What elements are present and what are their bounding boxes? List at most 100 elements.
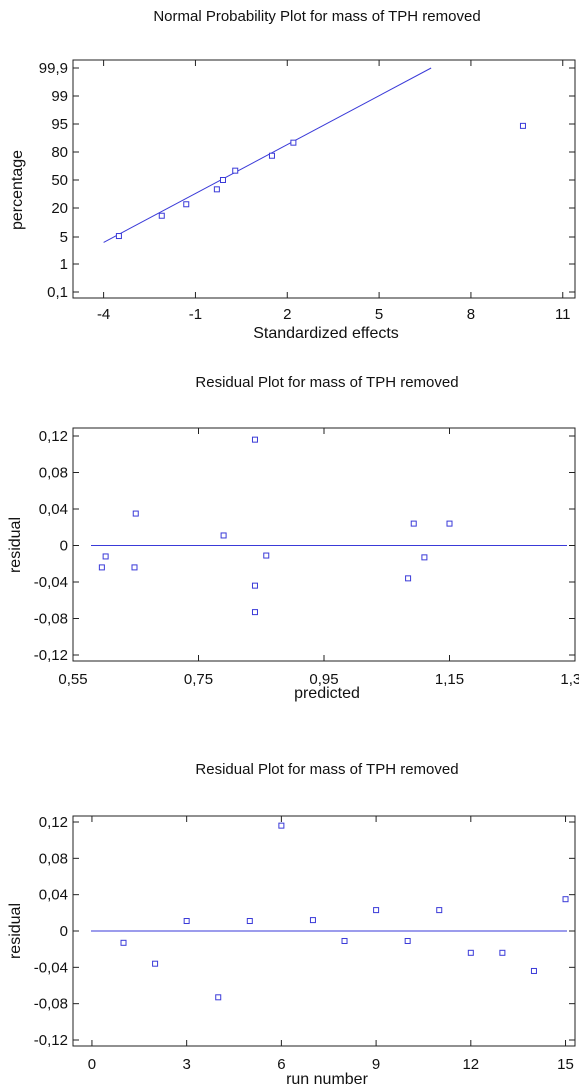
data-point xyxy=(436,907,443,914)
data-point xyxy=(213,186,220,193)
y-axis: 0,12 0,08 0,04 0 -0,04 -0,08 -0,12 xyxy=(34,814,575,1049)
data-point xyxy=(519,122,526,129)
x-tick-label: 0,95 xyxy=(309,671,338,688)
y-tick-label: 50 xyxy=(51,172,68,189)
data-point xyxy=(290,139,297,146)
data-point xyxy=(158,212,165,219)
data-point xyxy=(421,554,428,561)
x-tick-label: 9 xyxy=(372,1056,380,1073)
y-tick-label: 1 xyxy=(60,256,68,273)
data-point xyxy=(499,949,506,956)
y-axis: 0,12 0,08 0,04 0 -0,04 -0,08 -0,12 xyxy=(34,428,575,664)
y-tick-label: 0 xyxy=(60,923,68,940)
y-tick-label: 0,04 xyxy=(39,501,68,518)
chart-title: Normal Probability Plot for mass of TPH … xyxy=(153,8,480,25)
y-tick-label: 0,08 xyxy=(39,465,68,482)
x-tick-label: 5 xyxy=(375,306,383,323)
x-tick-label: 11 xyxy=(555,306,571,323)
y-tick-label: 99,9 xyxy=(39,60,68,77)
y-axis-label: residual xyxy=(7,517,24,573)
y-tick-label: -0,04 xyxy=(34,959,68,976)
y-tick-label: -0,08 xyxy=(34,996,68,1013)
x-axis-label: predicted xyxy=(294,685,360,702)
data-point xyxy=(341,937,348,944)
x-axis: -4 -1 2 5 8 11 xyxy=(97,60,571,323)
y-tick-label: 99 xyxy=(51,88,68,105)
x-tick-label: 0 xyxy=(88,1056,96,1073)
residual-vs-predicted-chart: Residual Plot for mass of TPH removed 0,… xyxy=(7,374,579,702)
x-tick-label: 0,75 xyxy=(184,671,213,688)
y-axis-label: percentage xyxy=(9,150,26,230)
x-tick-label: 3 xyxy=(182,1056,190,1073)
reference-line-group xyxy=(103,67,432,243)
y-tick-label: 0,1 xyxy=(47,284,68,301)
y-tick-label: 0,12 xyxy=(39,814,68,831)
plot-frame xyxy=(72,427,576,662)
data-point xyxy=(410,520,417,527)
x-tick-label: 15 xyxy=(557,1056,574,1073)
plot-frame xyxy=(72,59,576,299)
data-point xyxy=(215,994,222,1001)
data-point xyxy=(251,582,258,589)
x-tick-label: 12 xyxy=(462,1056,479,1073)
x-axis: 0,55 0,75 0,95 1,15 1,35 xyxy=(58,428,579,688)
data-point xyxy=(132,510,139,517)
data-point xyxy=(530,967,537,974)
data-point xyxy=(562,896,569,903)
data-point xyxy=(131,564,138,571)
y-axis: 0,1 1 5 20 50 80 95 99 99,9 xyxy=(39,60,575,301)
data-point xyxy=(309,917,316,924)
x-tick-label: -4 xyxy=(97,306,110,323)
x-tick-label: -1 xyxy=(189,306,202,323)
y-tick-label: -0,08 xyxy=(34,611,68,628)
data-point xyxy=(98,564,105,571)
x-axis-label: Standardized effects xyxy=(253,325,399,342)
data-point xyxy=(467,949,474,956)
y-tick-label: 80 xyxy=(51,144,68,161)
y-tick-label: 0,04 xyxy=(39,887,68,904)
data-point xyxy=(246,918,253,925)
data-point xyxy=(152,960,159,967)
x-tick-label: 8 xyxy=(467,306,475,323)
data-point xyxy=(263,552,270,559)
data-point xyxy=(183,918,190,925)
data-point xyxy=(251,436,258,443)
data-point xyxy=(405,575,412,582)
data-point xyxy=(115,233,122,240)
residual-vs-run-number-chart: Residual Plot for mass of TPH removed 0,… xyxy=(7,761,576,1088)
y-tick-label: 95 xyxy=(51,116,68,133)
x-axis-label: run number xyxy=(286,1071,368,1088)
y-tick-label: 20 xyxy=(51,200,68,217)
data-point xyxy=(183,201,190,208)
data-point xyxy=(373,907,380,914)
data-point xyxy=(219,177,226,183)
data-point xyxy=(232,167,239,174)
normal-probability-chart: Normal Probability Plot for mass of TPH … xyxy=(9,8,576,342)
x-tick-label: 6 xyxy=(277,1056,285,1073)
data-points xyxy=(120,822,569,1001)
data-point xyxy=(278,822,285,829)
x-tick-label: 2 xyxy=(283,306,291,323)
y-tick-label: -0,12 xyxy=(34,1032,68,1049)
data-point xyxy=(251,609,258,616)
data-points xyxy=(115,122,526,240)
x-tick-label: 1,35 xyxy=(560,671,579,688)
data-point xyxy=(102,553,109,560)
data-point xyxy=(220,532,227,539)
x-tick-label: 0,55 xyxy=(58,671,87,688)
y-axis-label: residual xyxy=(7,903,24,959)
chart-title: Residual Plot for mass of TPH removed xyxy=(195,374,458,391)
y-tick-label: -0,04 xyxy=(34,574,68,591)
chart-title: Residual Plot for mass of TPH removed xyxy=(195,761,458,778)
y-tick-label: -0,12 xyxy=(34,647,68,664)
y-tick-label: 5 xyxy=(60,229,68,246)
reference-line xyxy=(103,67,432,243)
data-point xyxy=(268,152,275,159)
x-tick-label: 1,15 xyxy=(435,671,464,688)
data-point xyxy=(446,520,453,527)
x-axis: 0 3 6 9 12 15 xyxy=(88,816,574,1073)
data-point xyxy=(404,937,411,944)
y-tick-label: 0,08 xyxy=(39,850,68,867)
data-point xyxy=(120,939,127,946)
